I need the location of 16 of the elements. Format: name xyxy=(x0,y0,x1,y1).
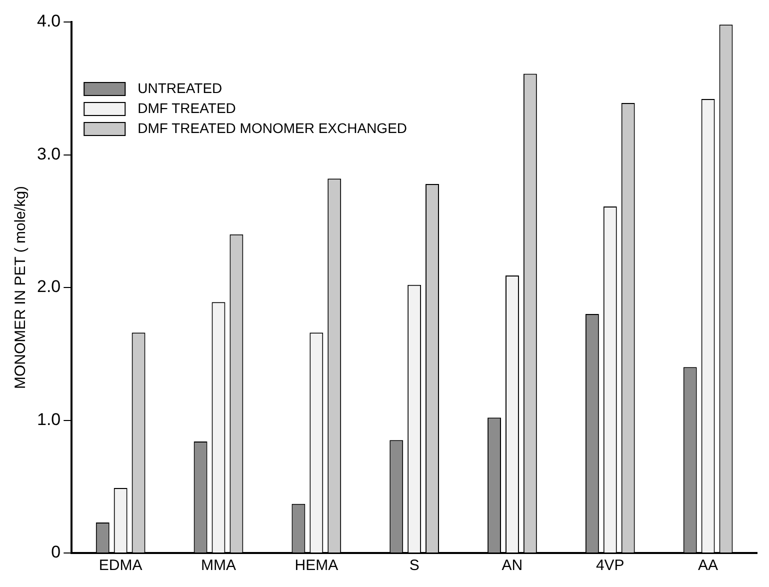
y-tick-label: 1.0 xyxy=(36,410,61,429)
x-tick-label: MMA xyxy=(200,557,236,574)
x-tick-label: AA xyxy=(698,557,718,574)
y-tick-label: 4.0 xyxy=(36,12,61,31)
legend-label: DMF TREATED MONOMER EXCHANGED xyxy=(138,120,408,136)
x-tick-label: S xyxy=(409,557,420,574)
legend-label: UNTREATED xyxy=(138,80,222,96)
x-tick-label: 4VP xyxy=(596,557,624,574)
y-tick-label: 0 xyxy=(51,542,61,562)
y-axis-title: MONOMER IN PET ( mole/kg) xyxy=(12,186,30,390)
y-tick-label: 3.0 xyxy=(36,144,61,164)
x-tick-label: HEMA xyxy=(294,557,338,574)
x-tick-label: EDMA xyxy=(98,557,142,574)
legend-label: DMF TREATED xyxy=(138,100,236,116)
x-tick-label: AN xyxy=(502,557,523,574)
y-tick-label: 2.0 xyxy=(36,277,61,296)
